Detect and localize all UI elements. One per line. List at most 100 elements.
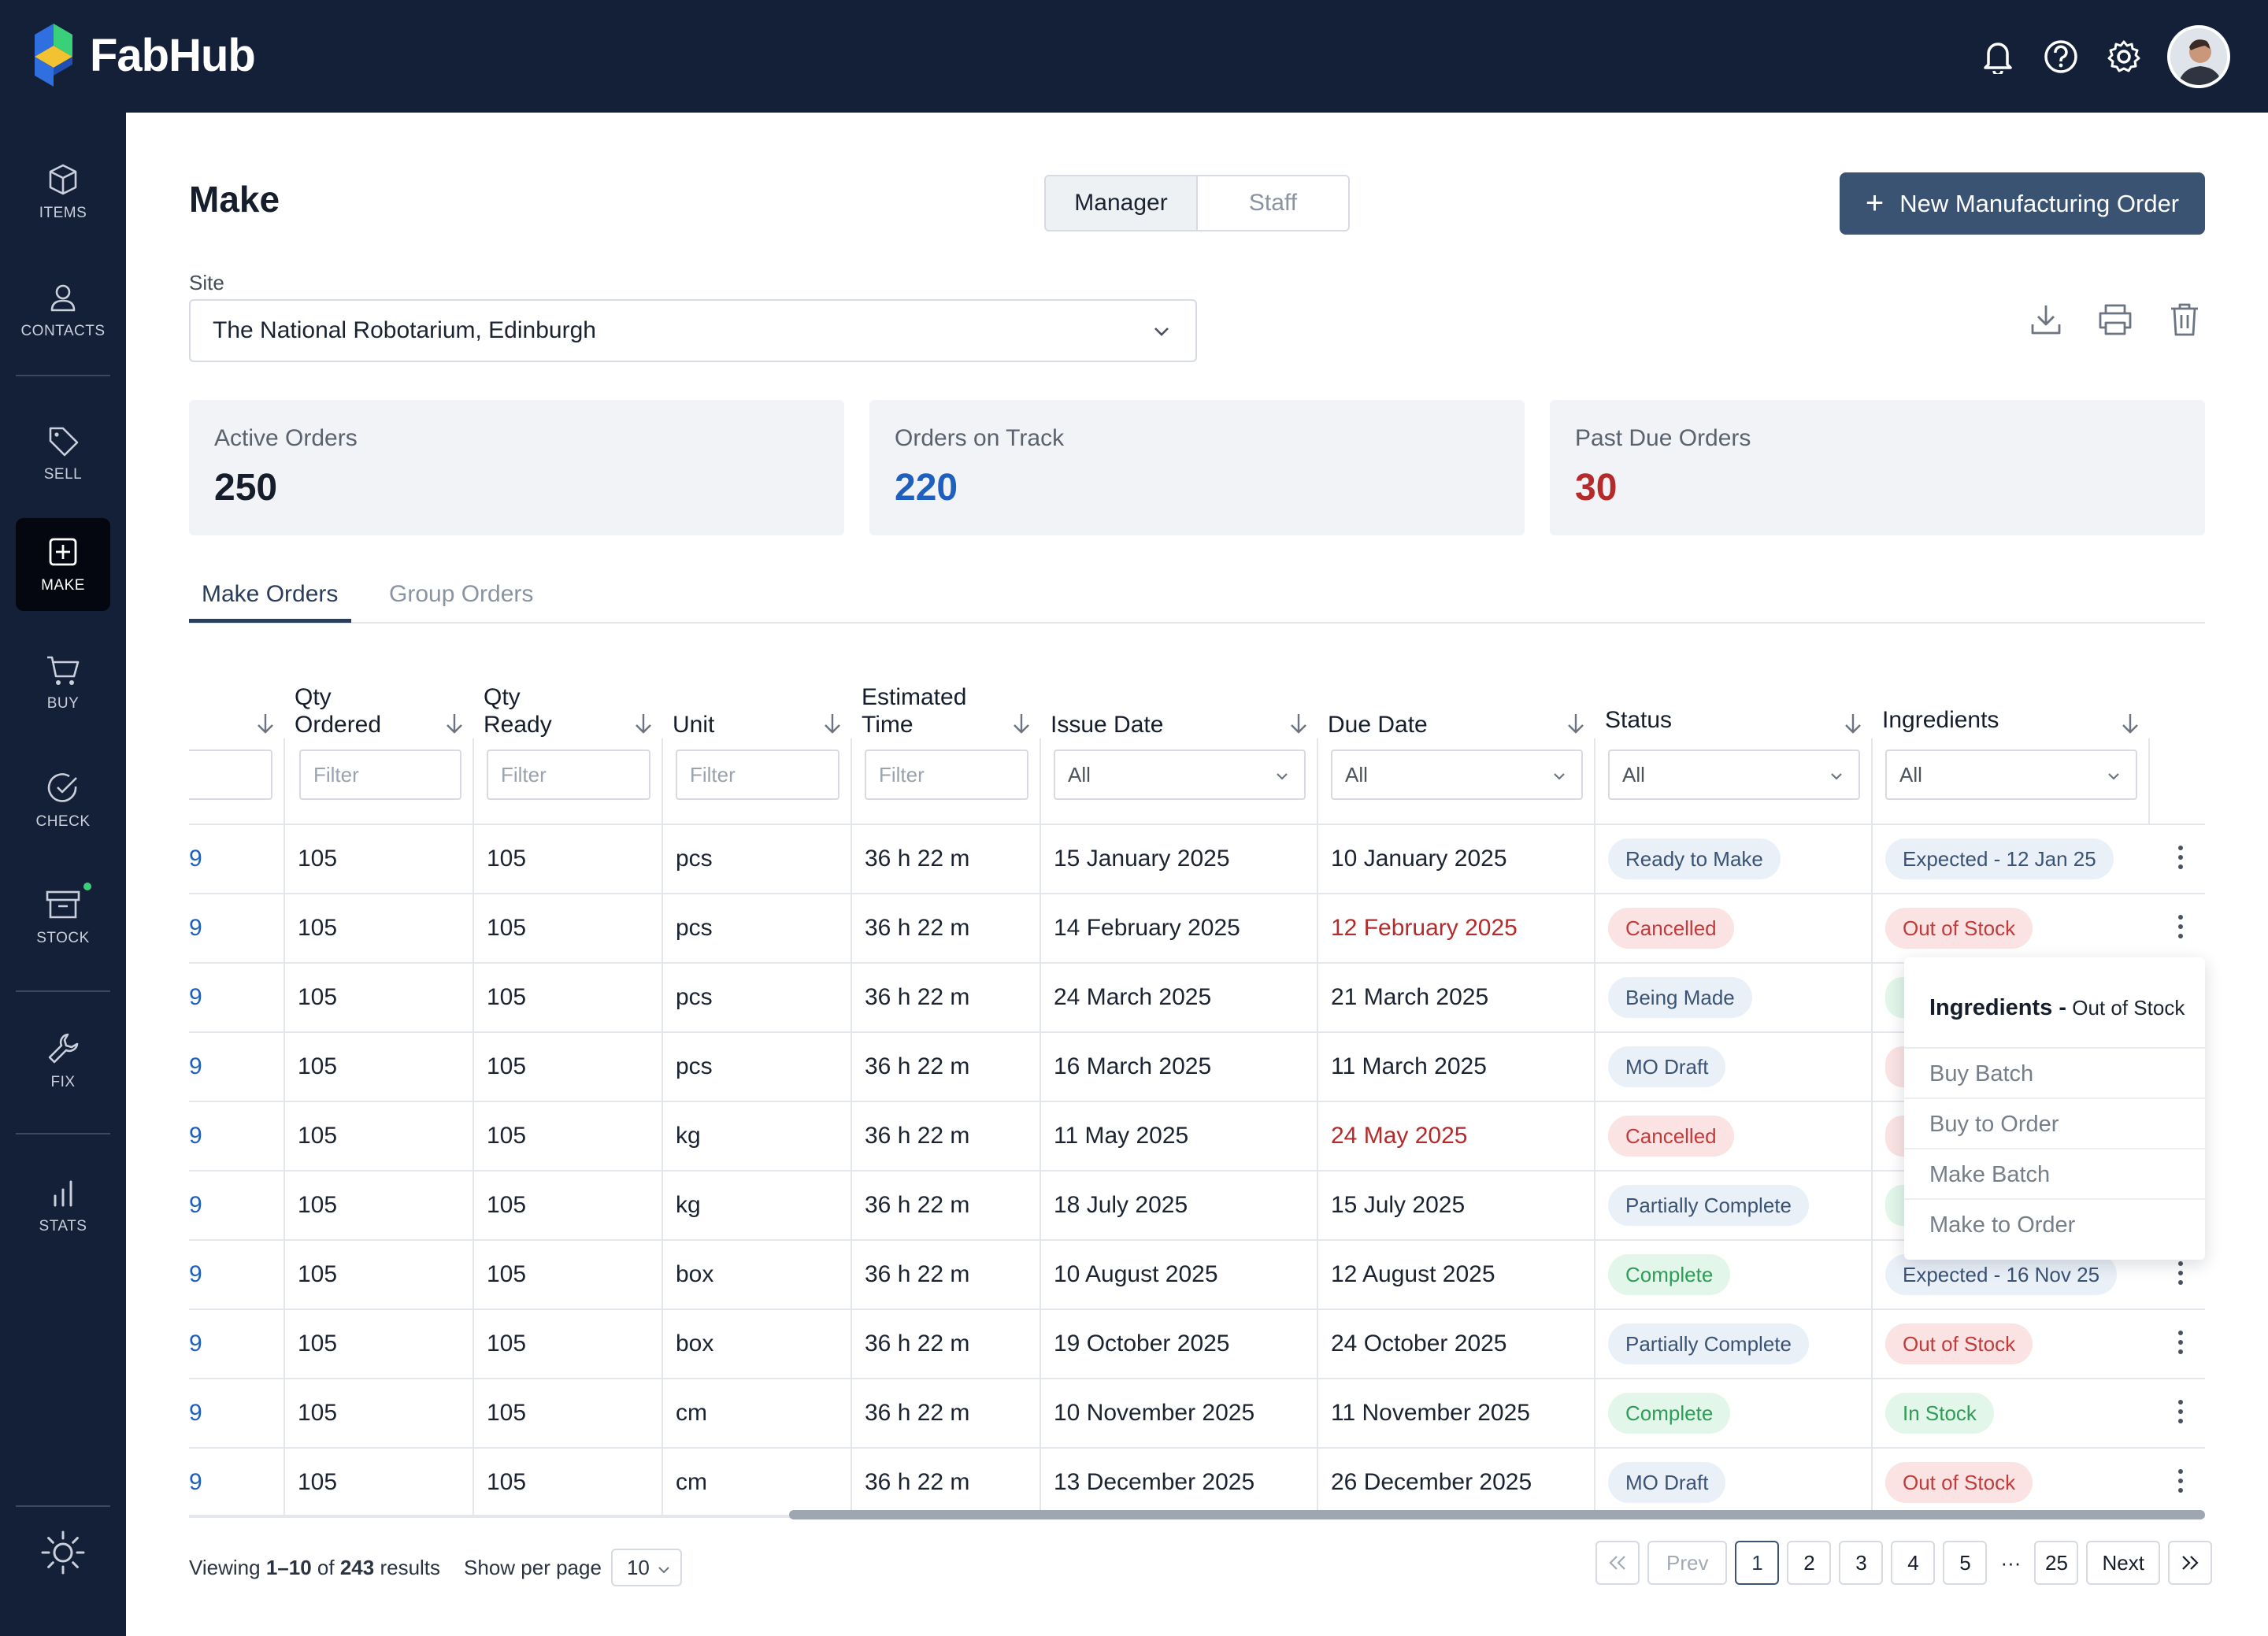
table-row[interactable]: 9 105 105 pcs 36 h 22 m 16 March 2025 11 March… xyxy=(189,1033,2205,1102)
order-id-link[interactable]: 9 xyxy=(189,1192,202,1218)
column-header-status[interactable]: Status xyxy=(1595,666,1871,738)
app-logo[interactable]: FabHub xyxy=(35,24,256,87)
row-menu-icon[interactable] xyxy=(2177,1331,2185,1359)
per-page-select[interactable]: 10 xyxy=(610,1549,682,1586)
prev-page-button[interactable]: Prev xyxy=(1647,1541,1728,1585)
sidebar-item-stats[interactable]: STATS xyxy=(16,1159,110,1252)
sidebar-item-items[interactable]: ITEMS xyxy=(16,146,110,239)
menu-item-make-to-order[interactable]: Make to Order xyxy=(1929,1212,2076,1238)
status-badge: Partially Complete xyxy=(1608,1323,1809,1364)
sidebar-item-contacts[interactable]: CONTACTS xyxy=(16,264,110,357)
sidebar-item-label: STATS xyxy=(39,1218,87,1234)
status-filter-select[interactable]: All xyxy=(1608,750,1860,800)
order-id-link[interactable]: 9 xyxy=(189,1261,202,1287)
issue-date-filter-select[interactable]: All xyxy=(1054,750,1306,800)
column-header-ingredients[interactable]: Ingredients xyxy=(1873,666,2148,738)
order-id-link[interactable]: 9 xyxy=(189,915,202,941)
order-id-link[interactable]: 9 xyxy=(189,984,202,1010)
table-row[interactable]: 9 105 105 box 36 h 22 m 10 August 2025 12 Augu… xyxy=(189,1241,2205,1310)
page-button-3[interactable]: 3 xyxy=(1839,1541,1884,1585)
trash-icon[interactable] xyxy=(2162,298,2207,342)
column-header-issue-date[interactable]: Issue Date xyxy=(1041,666,1317,738)
scrollbar-thumb[interactable] xyxy=(789,1510,2205,1519)
ingredients-badge[interactable]: In Stock xyxy=(1885,1393,1994,1434)
theme-toggle[interactable] xyxy=(16,1517,110,1588)
staff-toggle-button[interactable]: Staff xyxy=(1198,176,1348,230)
estimated-time-filter-input[interactable]: Filter xyxy=(865,750,1028,800)
sidebar-item-sell[interactable]: SELL xyxy=(16,407,110,500)
sidebar-item-fix[interactable]: FIX xyxy=(16,1015,110,1108)
order-id-link[interactable]: 9 xyxy=(189,1331,202,1357)
table-row[interactable]: 9 105 105 pcs 36 h 22 m 14 February 2025 12 Fe… xyxy=(189,894,2205,964)
print-icon[interactable] xyxy=(2093,298,2137,342)
row-menu-icon[interactable] xyxy=(2177,915,2185,943)
order-id-link[interactable]: 9 xyxy=(189,1123,202,1149)
first-page-button[interactable] xyxy=(1595,1541,1640,1585)
manager-toggle-button[interactable]: Manager xyxy=(1046,176,1198,230)
page-button-1[interactable]: 1 xyxy=(1735,1541,1780,1585)
menu-item-make-batch[interactable]: Make Batch xyxy=(1904,1149,2205,1200)
archive-icon xyxy=(46,890,80,919)
due-date-cell: 11 March 2025 xyxy=(1331,1053,1487,1079)
new-manufacturing-order-button[interactable]: + New Manufacturing Order xyxy=(1840,172,2205,235)
column-header-id[interactable] xyxy=(189,666,284,738)
row-menu-icon[interactable] xyxy=(2177,1469,2185,1497)
ingredients-badge[interactable]: Expected - 12 Jan 25 xyxy=(1885,838,2114,879)
column-header-unit[interactable]: Unit xyxy=(663,666,850,738)
site-select[interactable]: The National Robotarium, Edinburgh xyxy=(189,299,1197,362)
tab-make-orders[interactable]: Make Orders xyxy=(202,581,339,607)
page-button-4[interactable]: 4 xyxy=(1891,1541,1936,1585)
chevron-down-icon xyxy=(1554,773,1565,780)
tab-group-orders[interactable]: Group Orders xyxy=(389,581,534,607)
table-row[interactable]: 9 105 105 cm 36 h 22 m 10 November 2025 11 Nov… xyxy=(189,1379,2205,1449)
ingredients-badge[interactable]: Out of Stock xyxy=(1885,1323,2033,1364)
sidebar-item-check[interactable]: CHECK xyxy=(16,754,110,847)
ingredients-badge[interactable]: Out of Stock xyxy=(1885,908,2033,949)
table-row[interactable]: 9 105 105 cm 36 h 22 m 13 December 2025 26 Dec… xyxy=(189,1449,2205,1518)
horizontal-scrollbar[interactable] xyxy=(189,1510,2205,1521)
table-row[interactable]: 9 105 105 pcs 36 h 22 m 24 March 2025 21 March… xyxy=(189,964,2205,1033)
active-orders-card[interactable]: Active Orders 250 xyxy=(189,400,844,535)
table-row[interactable]: 9 105 105 kg 36 h 22 m 11 May 2025 24 May 2025… xyxy=(189,1102,2205,1171)
ingredients-badge[interactable]: Out of Stock xyxy=(1885,1462,2033,1503)
row-menu-icon[interactable] xyxy=(2177,846,2185,874)
table-row[interactable]: 9 105 105 kg 36 h 22 m 18 July 2025 15 July 20… xyxy=(189,1171,2205,1241)
column-header-qty-ordered[interactable]: Qty Ordered xyxy=(285,666,472,738)
table-row[interactable]: 9 105 105 pcs 36 h 22 m 15 January 2025 10 Jan… xyxy=(189,825,2205,894)
unit-filter-input[interactable]: Filter xyxy=(676,750,839,800)
last-page-button[interactable] xyxy=(2167,1541,2212,1585)
order-id-link[interactable]: 9 xyxy=(189,1469,202,1495)
id-filter-input[interactable] xyxy=(189,750,272,800)
page-button-2[interactable]: 2 xyxy=(1787,1541,1832,1585)
bell-icon[interactable] xyxy=(1977,35,2019,78)
column-header-due-date[interactable]: Due Date xyxy=(1318,666,1594,738)
row-menu-icon[interactable] xyxy=(2177,1261,2185,1290)
ingredients-badge[interactable]: Expected - 16 Nov 25 xyxy=(1885,1254,2118,1295)
row-menu-icon[interactable] xyxy=(2177,1400,2185,1428)
table-row[interactable]: 9 105 105 box 36 h 22 m 19 October 2025 24 Oct… xyxy=(189,1310,2205,1379)
ingredients-filter-select[interactable]: All xyxy=(1885,750,2137,800)
due-date-filter-select[interactable]: All xyxy=(1331,750,1583,800)
menu-item-buy-to-order[interactable]: Buy to Order xyxy=(1904,1099,2205,1149)
gear-icon[interactable] xyxy=(2103,35,2145,78)
sidebar-item-stock[interactable]: STOCK xyxy=(16,871,110,964)
orders-on-track-card[interactable]: Orders on Track 220 xyxy=(869,400,1525,535)
order-id-link[interactable]: 9 xyxy=(189,1053,202,1079)
menu-item-buy-batch[interactable]: Buy Batch xyxy=(1904,1049,2205,1099)
next-page-button[interactable]: Next xyxy=(2086,1541,2160,1585)
page-button-5[interactable]: 5 xyxy=(1943,1541,1988,1585)
order-id-link[interactable]: 9 xyxy=(189,1400,202,1426)
qty-ordered-filter-input[interactable]: Filter xyxy=(299,750,461,800)
download-icon[interactable] xyxy=(2024,298,2068,342)
help-icon[interactable] xyxy=(2040,35,2082,78)
order-id-link[interactable]: 9 xyxy=(189,846,202,872)
avatar[interactable] xyxy=(2167,25,2230,88)
sidebar-item-buy[interactable]: BUY xyxy=(16,636,110,729)
page-button-last[interactable]: 25 xyxy=(2034,1541,2079,1585)
column-header-qty-ready[interactable]: Qty Ready xyxy=(474,666,662,738)
column-header-estimated-time[interactable]: Estimated Time xyxy=(852,666,1040,738)
past-due-orders-card[interactable]: Past Due Orders 30 xyxy=(1550,400,2205,535)
status-cell: Being Made xyxy=(1595,964,1752,1031)
qty-ready-filter-input[interactable]: Filter xyxy=(487,750,650,800)
sidebar-item-make[interactable]: MAKE xyxy=(16,518,110,611)
